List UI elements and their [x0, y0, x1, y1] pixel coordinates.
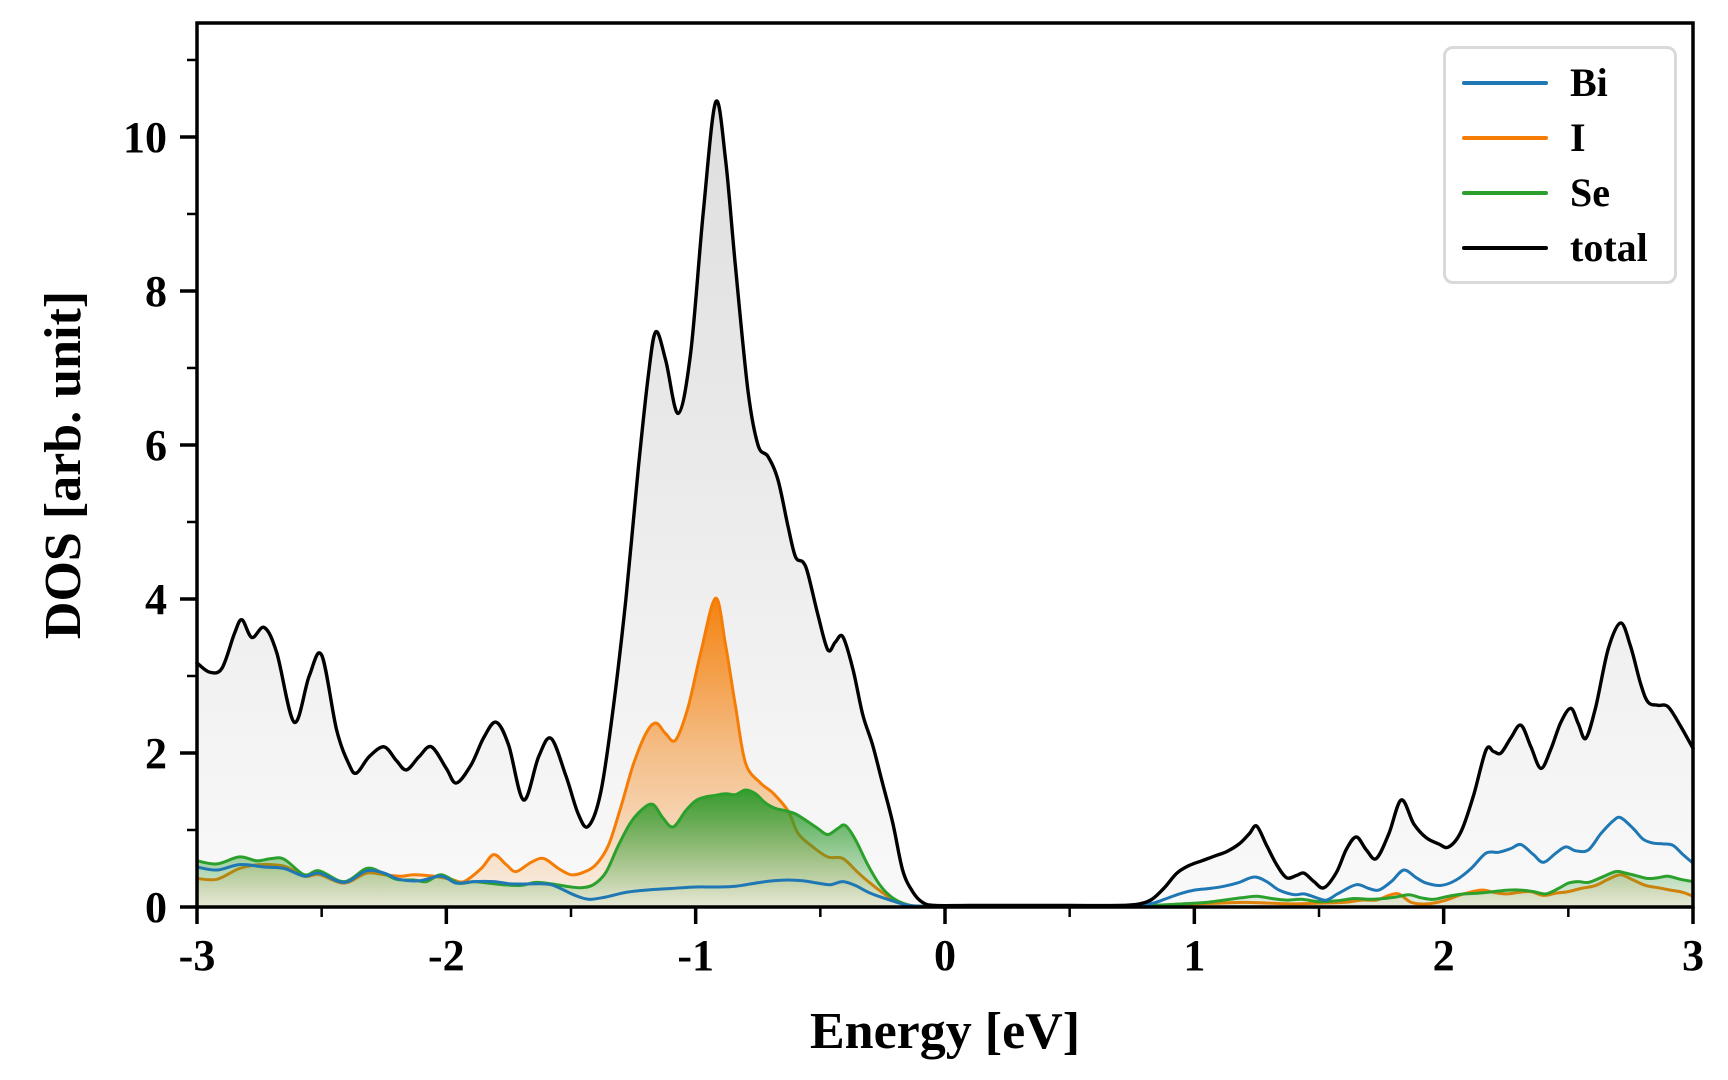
x-tick-label: -2: [428, 931, 465, 980]
x-tick-label: 3: [1682, 931, 1704, 980]
x-axis-label: Energy [eV]: [810, 1003, 1080, 1060]
x-tick-label: 0: [934, 931, 956, 980]
legend: Bi I Se total: [1443, 46, 1677, 284]
y-tick-label: 8: [145, 267, 167, 316]
legend-line-i-icon: [1462, 135, 1548, 140]
legend-line-se-icon: [1462, 190, 1548, 195]
x-tick-label: 2: [1433, 931, 1455, 980]
y-tick-label: 4: [145, 575, 167, 624]
series-fill-total: [197, 100, 1693, 908]
legend-item-bi: Bi: [1446, 59, 1674, 105]
y-tick-label: 10: [123, 113, 167, 162]
legend-label-bi: Bi: [1570, 59, 1608, 105]
x-tick-label: 1: [1183, 931, 1205, 980]
legend-label-total: total: [1570, 224, 1648, 270]
x-tick-label: -1: [677, 931, 714, 980]
series-curve-Bi: [195, 815, 1695, 908]
legend-line-total-icon: [1462, 245, 1548, 250]
y-tick-label: 2: [145, 729, 167, 778]
legend-line-bi-icon: [1462, 80, 1548, 85]
legend-label-se: Se: [1570, 169, 1610, 215]
legend-item-total: total: [1446, 224, 1674, 270]
y-axis-label: DOS [arb. unit]: [35, 291, 92, 639]
legend-item-i: I: [1446, 114, 1674, 160]
legend-label-i: I: [1570, 114, 1586, 160]
x-tick-label: -3: [179, 931, 216, 980]
y-tick-label: 0: [145, 883, 167, 932]
y-tick-label: 6: [145, 421, 167, 470]
legend-item-se: Se: [1446, 169, 1674, 215]
series-curve-total: [195, 99, 1695, 908]
